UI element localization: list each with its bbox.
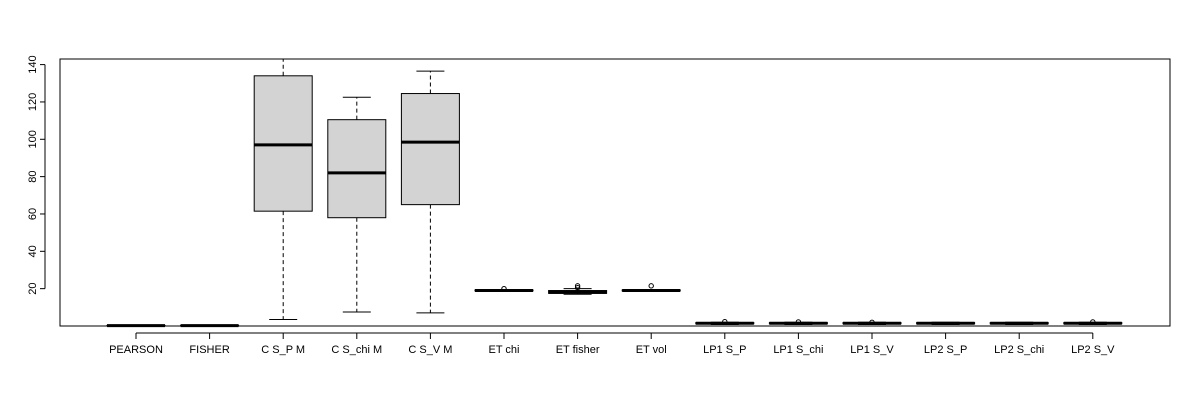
- outlier-point: [648, 283, 654, 289]
- x-tick-label: ET vol: [636, 344, 667, 356]
- x-tick-label: LP2 S_P: [924, 344, 967, 356]
- x-tick-label: LP2 S_chi: [994, 344, 1044, 356]
- plot-frame: [59, 58, 1171, 327]
- x-tick-label: LP1 S_V: [850, 344, 894, 356]
- x-tick-label: LP2 S_V: [1071, 344, 1115, 356]
- y-tick-label: 60: [27, 208, 39, 220]
- x-tick-label: PEARSON: [109, 344, 163, 356]
- outlier-point: [574, 283, 581, 289]
- y-tick-label: 120: [27, 93, 39, 111]
- x-tick-label: LP1 S_chi: [773, 344, 823, 356]
- outlier-point: [1090, 319, 1096, 325]
- y-tick-label: 140: [27, 55, 39, 73]
- box: [400, 93, 460, 206]
- x-tick-label: C S_P M: [261, 344, 305, 356]
- y-tick-label: 80: [27, 171, 39, 183]
- box: [327, 119, 387, 219]
- outlier-point: [795, 319, 802, 325]
- y-tick-label: 100: [27, 130, 39, 148]
- outlier-point: [574, 285, 581, 291]
- y-tick-label: 40: [27, 245, 39, 257]
- x-tick-label: C S_chi M: [331, 344, 382, 356]
- outlier-point: [869, 319, 875, 325]
- x-tick-label: ET fisher: [556, 344, 600, 356]
- y-tick-label: 20: [27, 283, 39, 295]
- x-tick-label: C S_V M: [408, 344, 452, 356]
- x-tick-label: ET chi: [489, 344, 520, 356]
- x-tick-label: FISHER: [189, 344, 229, 356]
- x-tick-label: LP1 S_P: [703, 344, 746, 356]
- outlier-point: [722, 319, 728, 325]
- outlier-point: [501, 285, 507, 292]
